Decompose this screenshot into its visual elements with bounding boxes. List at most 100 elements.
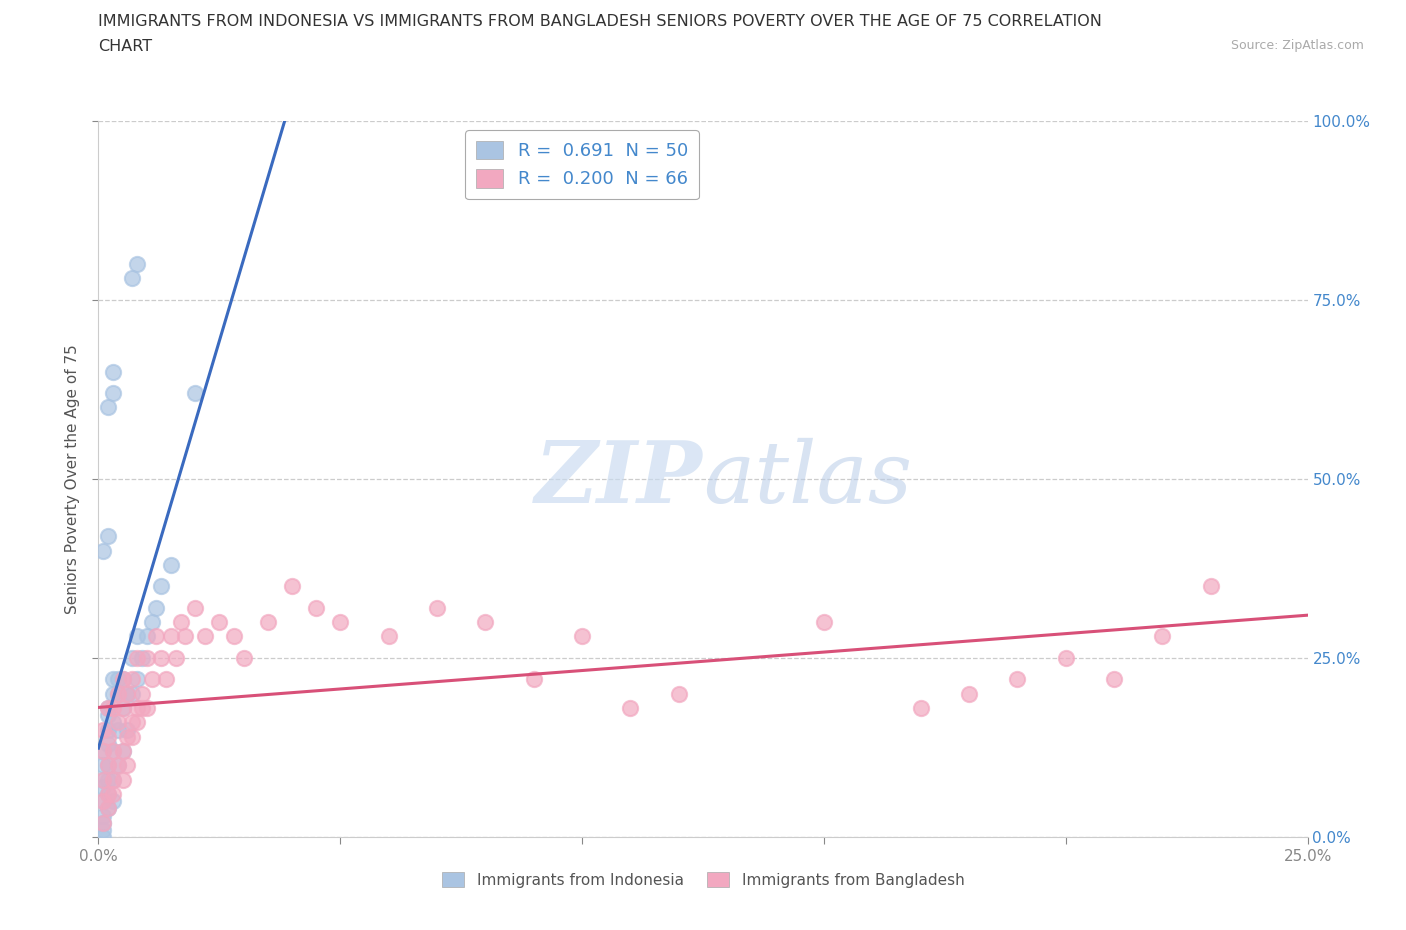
- Point: [97, 529, 120, 544]
- Point: [91, 822, 114, 837]
- Point: [135, 629, 157, 644]
- Point: [111, 672, 134, 687]
- Point: [107, 758, 129, 773]
- Point: [111, 700, 134, 715]
- Y-axis label: Seniors Poverty Over the Age of 75: Seniors Poverty Over the Age of 75: [65, 344, 80, 614]
- Point: [111, 744, 134, 759]
- Point: [97, 708, 120, 723]
- Point: [135, 700, 157, 715]
- Point: [910, 700, 932, 715]
- Point: [281, 578, 304, 594]
- Point: [117, 729, 139, 744]
- Point: [117, 758, 139, 773]
- Point: [121, 672, 143, 687]
- Point: [208, 615, 231, 630]
- Point: [329, 615, 352, 630]
- Point: [117, 722, 139, 737]
- Point: [97, 758, 120, 773]
- Point: [184, 386, 207, 401]
- Point: [121, 715, 143, 730]
- Point: [1102, 672, 1125, 687]
- Point: [141, 672, 163, 687]
- Point: [127, 257, 149, 272]
- Point: [426, 601, 449, 616]
- Point: [91, 808, 114, 823]
- Point: [155, 672, 177, 687]
- Point: [127, 715, 149, 730]
- Point: [101, 744, 124, 759]
- Text: CHART: CHART: [98, 39, 152, 54]
- Point: [97, 722, 120, 737]
- Point: [222, 629, 245, 644]
- Point: [145, 629, 167, 644]
- Point: [91, 758, 114, 773]
- Text: ZIP: ZIP: [536, 437, 703, 521]
- Point: [91, 744, 114, 759]
- Point: [571, 629, 593, 644]
- Point: [1007, 672, 1029, 687]
- Point: [91, 744, 114, 759]
- Point: [121, 729, 143, 744]
- Point: [523, 672, 546, 687]
- Point: [305, 601, 328, 616]
- Point: [91, 779, 114, 794]
- Point: [107, 722, 129, 737]
- Point: [101, 794, 124, 809]
- Point: [160, 629, 183, 644]
- Point: [813, 615, 835, 630]
- Point: [101, 672, 124, 687]
- Point: [256, 615, 278, 630]
- Point: [101, 715, 124, 730]
- Point: [101, 772, 124, 787]
- Point: [97, 729, 120, 744]
- Point: [91, 816, 114, 830]
- Point: [160, 557, 183, 572]
- Point: [957, 686, 980, 701]
- Point: [97, 700, 120, 715]
- Point: [1199, 578, 1222, 594]
- Point: [91, 772, 114, 787]
- Point: [111, 672, 134, 687]
- Point: [150, 651, 173, 666]
- Point: [165, 651, 187, 666]
- Text: IMMIGRANTS FROM INDONESIA VS IMMIGRANTS FROM BANGLADESH SENIORS POVERTY OVER THE: IMMIGRANTS FROM INDONESIA VS IMMIGRANTS …: [98, 14, 1102, 29]
- Text: atlas: atlas: [703, 438, 912, 520]
- Point: [111, 772, 134, 787]
- Point: [194, 629, 217, 644]
- Point: [107, 715, 129, 730]
- Point: [169, 615, 191, 630]
- Point: [131, 686, 153, 701]
- Point: [111, 700, 134, 715]
- Point: [101, 686, 124, 701]
- Point: [91, 794, 114, 809]
- Point: [141, 615, 163, 630]
- Point: [91, 772, 114, 787]
- Point: [107, 672, 129, 687]
- Point: [1054, 651, 1077, 666]
- Point: [97, 758, 120, 773]
- Point: [127, 700, 149, 715]
- Legend: Immigrants from Indonesia, Immigrants from Bangladesh: Immigrants from Indonesia, Immigrants fr…: [436, 866, 970, 894]
- Point: [117, 686, 139, 701]
- Point: [101, 772, 124, 787]
- Point: [107, 686, 129, 701]
- Point: [145, 601, 167, 616]
- Point: [184, 601, 207, 616]
- Point: [127, 651, 149, 666]
- Point: [97, 801, 120, 816]
- Point: [121, 651, 143, 666]
- Point: [150, 578, 173, 594]
- Point: [121, 271, 143, 286]
- Point: [174, 629, 197, 644]
- Point: [232, 651, 254, 666]
- Point: [97, 801, 120, 816]
- Point: [97, 400, 120, 415]
- Point: [131, 700, 153, 715]
- Point: [668, 686, 690, 701]
- Point: [377, 629, 399, 644]
- Point: [135, 651, 157, 666]
- Point: [97, 787, 120, 802]
- Point: [107, 758, 129, 773]
- Text: Source: ZipAtlas.com: Source: ZipAtlas.com: [1230, 39, 1364, 52]
- Point: [127, 629, 149, 644]
